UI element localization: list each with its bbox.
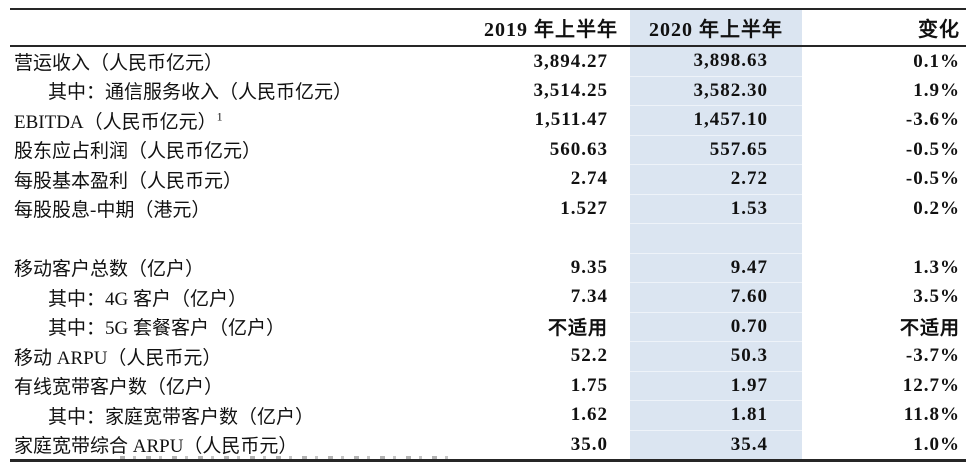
value-change: 1.0%	[802, 430, 966, 462]
header-row: 2019 年上半年 2020 年上半年 变化	[10, 9, 966, 47]
spacer-row	[10, 223, 966, 254]
value-change: -0.5%	[905, 138, 960, 160]
value-2019: 1.75	[570, 374, 608, 396]
row-label: 其中：4G 客户（亿户）	[48, 288, 247, 310]
value-2020: 7.60	[630, 282, 802, 313]
value-2020: 1,457.10	[630, 105, 802, 136]
row-label: 营运收入（人民币亿元）	[14, 53, 224, 74]
row-label	[10, 224, 420, 254]
row-label: 其中：5G 套餐客户（亿户）	[48, 318, 285, 340]
value-2020: 1.81	[630, 400, 802, 431]
clipped-footnote-text	[120, 456, 455, 459]
row-label: 移动 ARPU（人民币元）	[14, 347, 222, 369]
table-row: 每股股息-中期（港元） 1.527 1.53 0.2%	[10, 194, 966, 224]
value-2019: 52.2	[570, 345, 608, 367]
value-change: 0.2%	[913, 197, 960, 219]
value-2019: 560.63	[549, 138, 608, 160]
row-label: 每股基本盈利（人民币元）	[14, 170, 243, 192]
value-2019: 35.0	[420, 430, 630, 462]
value-change	[802, 224, 966, 254]
table-row: 其中：家庭宽带客户数（亿户） 1.62 1.81 11.8%	[10, 400, 966, 431]
table-header: 2019 年上半年 2020 年上半年 变化	[10, 9, 966, 47]
value-2020: 3,898.63	[630, 46, 802, 77]
value-2019: 3,894.27	[533, 50, 608, 72]
value-2019: 1,511.47	[534, 109, 608, 131]
table-row: EBITDA（人民币亿元）1 1,511.47 1,457.10 -3.6%	[10, 105, 966, 136]
value-2020: 2.72	[630, 164, 802, 195]
value-change: -0.5%	[905, 168, 960, 190]
value-2019: 不适用	[547, 318, 608, 340]
header-change: 变化	[802, 9, 966, 47]
table-row: 移动 ARPU（人民币元） 52.2 50.3 -3.7%	[10, 341, 966, 372]
value-2019: 3,514.25	[533, 79, 608, 101]
table-row: 股东应占利润（人民币亿元） 560.63 557.65 -0.5%	[10, 135, 966, 165]
value-2020: 35.4	[630, 430, 802, 462]
value-2020: 9.47	[630, 253, 802, 283]
value-change: 11.8%	[903, 404, 960, 426]
value-2019: 1.62	[570, 404, 608, 426]
row-label: 其中：家庭宽带客户数（亿户）	[48, 406, 315, 428]
value-2019: 7.34	[570, 286, 608, 308]
value-2020: 0.70	[630, 312, 802, 342]
row-label: 每股股息-中期（港元）	[14, 200, 211, 222]
value-change: 不适用	[899, 318, 960, 340]
value-change: 12.7%	[902, 374, 960, 396]
table-row: 其中：4G 客户（亿户） 7.34 7.60 3.5%	[10, 282, 966, 313]
header-label-cell	[10, 9, 420, 47]
row-label: 其中：通信服务收入（人民币亿元）	[48, 82, 353, 104]
value-change: 0.1%	[913, 50, 960, 72]
value-change: -3.7%	[905, 345, 960, 367]
value-change: 1.3%	[913, 256, 960, 278]
table-body: 营运收入（人民币亿元） 3,894.27 3,898.63 0.1% 其中：通信…	[10, 46, 966, 462]
value-2019: 2.74	[570, 168, 608, 190]
table-row: 其中：通信服务收入（人民币亿元） 3,514.25 3,582.30 1.9%	[10, 76, 966, 106]
table-row: 移动客户总数（亿户） 9.35 9.47 1.3%	[10, 253, 966, 283]
value-2020	[630, 223, 802, 254]
value-2020: 3,582.30	[630, 76, 802, 106]
footnote-ref: 1	[216, 109, 223, 124]
financial-summary-table: 2019 年上半年 2020 年上半年 变化 营运收入（人民币亿元） 3,894…	[10, 8, 966, 462]
table-row: 有线宽带客户数（亿户） 1.75 1.97 12.7%	[10, 371, 966, 401]
value-change: 3.5%	[913, 286, 960, 308]
value-2019: 9.35	[570, 256, 608, 278]
value-2019	[420, 224, 630, 254]
table-row: 营运收入（人民币亿元） 3,894.27 3,898.63 0.1%	[10, 46, 966, 77]
row-label: 股东应占利润（人民币亿元）	[14, 141, 262, 163]
row-label: EBITDA（人民币亿元）1	[14, 109, 223, 133]
row-label: 有线宽带客户数（亿户）	[14, 377, 224, 399]
value-2019: 1.527	[560, 197, 608, 219]
value-change: 1.9%	[913, 79, 960, 101]
row-label: 移动客户总数（亿户）	[14, 259, 205, 281]
table-row: 其中：5G 套餐客户（亿户） 不适用 0.70 不适用	[10, 312, 966, 342]
table-row: 每股基本盈利（人民币元） 2.74 2.72 -0.5%	[10, 164, 966, 195]
value-change: -3.6%	[905, 109, 960, 131]
value-2020: 557.65	[630, 135, 802, 165]
header-2020-h1-highlighted: 2020 年上半年	[630, 9, 802, 47]
header-2019-h1: 2019 年上半年	[420, 9, 630, 47]
value-2020: 1.53	[630, 194, 802, 224]
value-2020: 1.97	[630, 371, 802, 401]
value-2020: 50.3	[630, 341, 802, 372]
